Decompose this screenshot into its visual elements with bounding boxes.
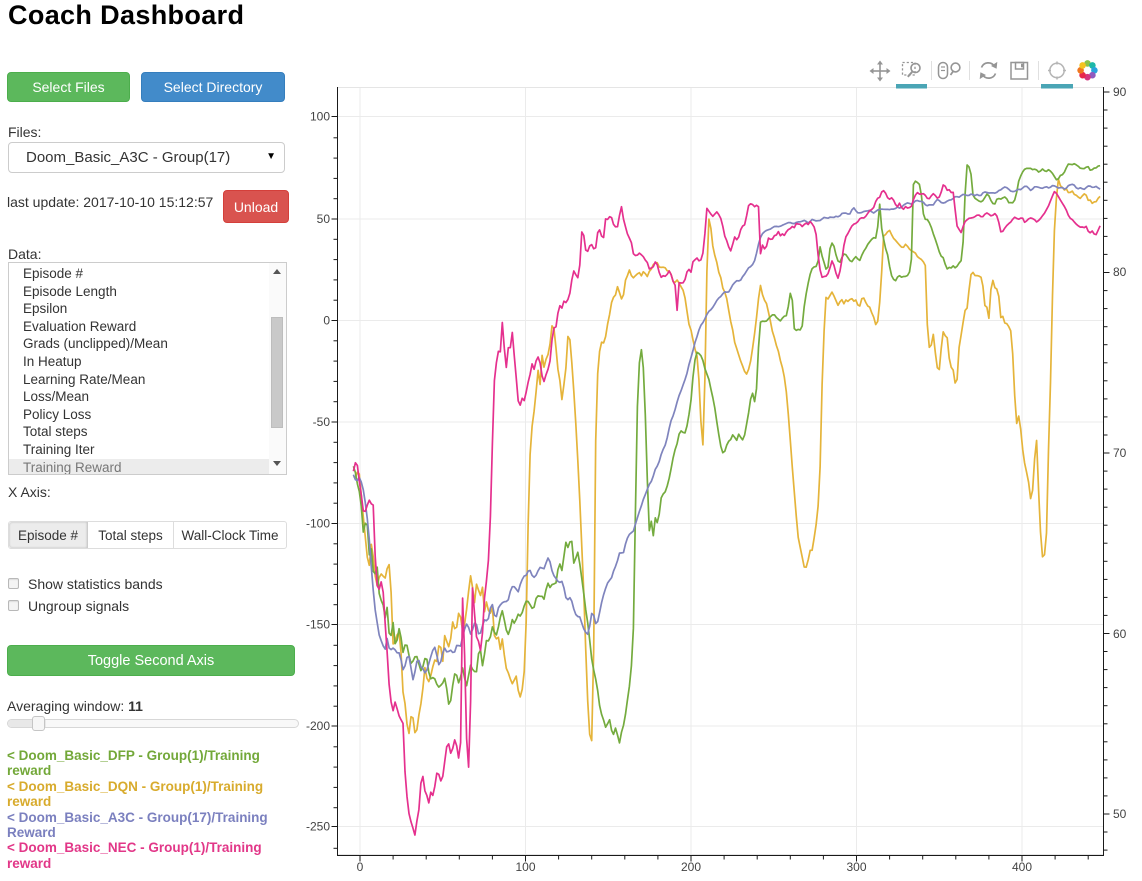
svg-text:0: 0 (323, 314, 330, 328)
svg-text:100: 100 (310, 110, 330, 124)
svg-text:-100: -100 (306, 517, 330, 531)
svg-text:-150: -150 (306, 618, 330, 632)
svg-text:-250: -250 (306, 820, 330, 834)
svg-text:60: 60 (1113, 627, 1127, 641)
svg-text:-50: -50 (313, 415, 331, 429)
svg-text:400: 400 (1012, 860, 1032, 874)
svg-text:80: 80 (1113, 265, 1127, 279)
svg-text:200: 200 (681, 860, 701, 874)
svg-text:70: 70 (1113, 446, 1127, 460)
svg-text:-200: -200 (306, 719, 330, 733)
svg-text:100: 100 (515, 860, 535, 874)
svg-text:90: 90 (1113, 85, 1127, 99)
svg-text:300: 300 (846, 860, 866, 874)
svg-text:50: 50 (1113, 807, 1127, 821)
svg-text:50: 50 (317, 212, 331, 226)
svg-text:0: 0 (357, 860, 364, 874)
